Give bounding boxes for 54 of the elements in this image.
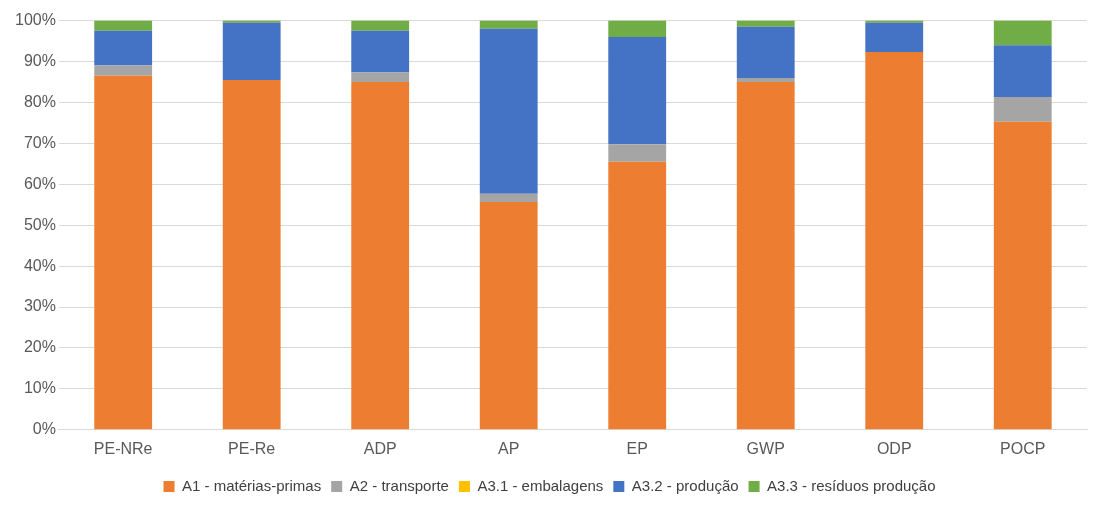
bar <box>351 81 410 430</box>
bar <box>351 72 410 82</box>
legend-label: A2 - transporte <box>349 476 449 494</box>
bar <box>736 77 795 82</box>
x-tick-label: ODP <box>876 439 912 457</box>
y-tick-label: 80% <box>23 92 56 110</box>
bar <box>993 121 1052 430</box>
bar <box>222 22 281 80</box>
bar <box>865 22 924 53</box>
legend-label: A3.1 - embalagens <box>477 476 604 494</box>
bar <box>993 97 1052 122</box>
bar <box>479 20 538 29</box>
bar <box>865 52 924 430</box>
bar <box>222 79 281 430</box>
legend-label: A3.2 - produção <box>631 476 739 494</box>
bar <box>736 20 795 27</box>
y-tick-label: 100% <box>15 11 56 29</box>
y-tick-label: 40% <box>23 256 56 274</box>
y-tick-label: 60% <box>23 174 56 192</box>
y-tick-label: 0% <box>32 420 56 438</box>
bar <box>94 65 153 76</box>
legend-label: A1 - matérias-primas <box>182 476 322 494</box>
bar <box>479 201 538 430</box>
bar <box>351 20 410 31</box>
bar <box>479 193 538 202</box>
legend-label: A3.3 - resíduos produção <box>767 476 936 494</box>
y-tick-label: 20% <box>23 338 56 356</box>
bar <box>608 161 667 430</box>
x-tick-label: ADP <box>363 439 397 457</box>
bar <box>94 20 153 31</box>
bar <box>351 30 410 73</box>
bar <box>608 36 667 145</box>
y-tick-label: 10% <box>23 379 56 397</box>
bar <box>222 20 281 23</box>
bar <box>94 75 153 430</box>
bar <box>736 26 795 78</box>
bar <box>993 20 1052 46</box>
bar <box>94 30 153 66</box>
bar <box>608 20 667 37</box>
bar <box>865 20 924 23</box>
bar <box>608 144 667 162</box>
bar <box>736 81 795 430</box>
y-tick-label: 50% <box>23 215 56 233</box>
x-tick-label: POCP <box>1000 439 1046 457</box>
x-tick-label: EP <box>626 439 648 457</box>
y-tick-label: 30% <box>23 297 56 315</box>
bar <box>479 28 538 194</box>
x-tick-label: PE-Re <box>228 439 276 457</box>
x-tick-label: PE-NRe <box>93 439 153 457</box>
x-tick-label: AP <box>498 439 520 457</box>
y-tick-label: 70% <box>23 133 56 151</box>
x-tick-label: GWP <box>746 439 785 457</box>
y-tick-label: 90% <box>23 51 56 69</box>
bar <box>993 45 1052 98</box>
